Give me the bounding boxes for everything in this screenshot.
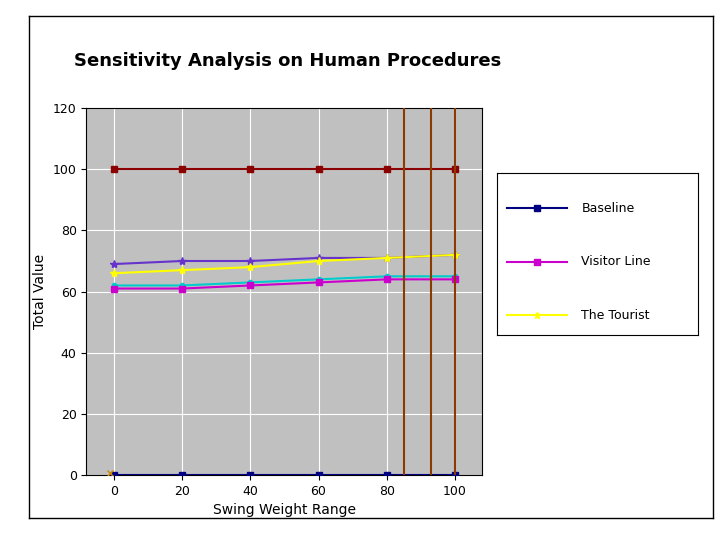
Y-axis label: Total Value: Total Value xyxy=(33,254,48,329)
Text: The Tourist: The Tourist xyxy=(582,309,650,322)
X-axis label: Swing Weight Range: Swing Weight Range xyxy=(213,503,356,517)
Text: Baseline: Baseline xyxy=(582,202,635,215)
Text: Visitor Line: Visitor Line xyxy=(582,255,651,268)
Text: Sensitivity Analysis on Human Procedures: Sensitivity Analysis on Human Procedures xyxy=(74,52,502,70)
